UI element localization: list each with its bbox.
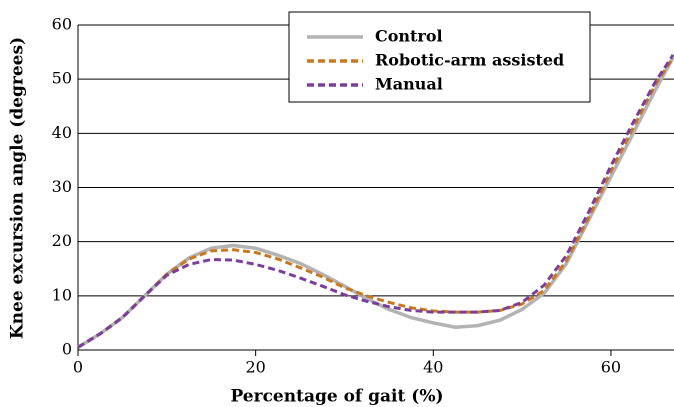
y-tick-label: 60 — [52, 15, 72, 34]
y-tick-label: 40 — [52, 123, 72, 142]
x-tick-label: 0 — [73, 358, 83, 377]
legend-label: Control — [375, 27, 443, 46]
legend-label: Manual — [375, 75, 443, 94]
x-tick-label: 60 — [601, 358, 621, 377]
legend-label: Robotic-arm assisted — [375, 51, 564, 70]
y-tick-label: 30 — [52, 177, 72, 196]
x-tick-label: 40 — [423, 358, 443, 377]
legend-box — [288, 11, 591, 103]
series-line — [77, 56, 674, 349]
y-axis-label: Knee excursion angle (degrees) — [8, 37, 28, 339]
x-axis-label: Percentage of gait (%) — [230, 387, 443, 407]
x-tick-label: 20 — [245, 358, 265, 377]
y-tick-label: 50 — [52, 69, 72, 88]
series-line — [77, 53, 674, 349]
y-tick-label: 20 — [52, 231, 72, 250]
y-tick-label: 0 — [62, 340, 72, 359]
y-tick-label: 10 — [52, 285, 72, 304]
